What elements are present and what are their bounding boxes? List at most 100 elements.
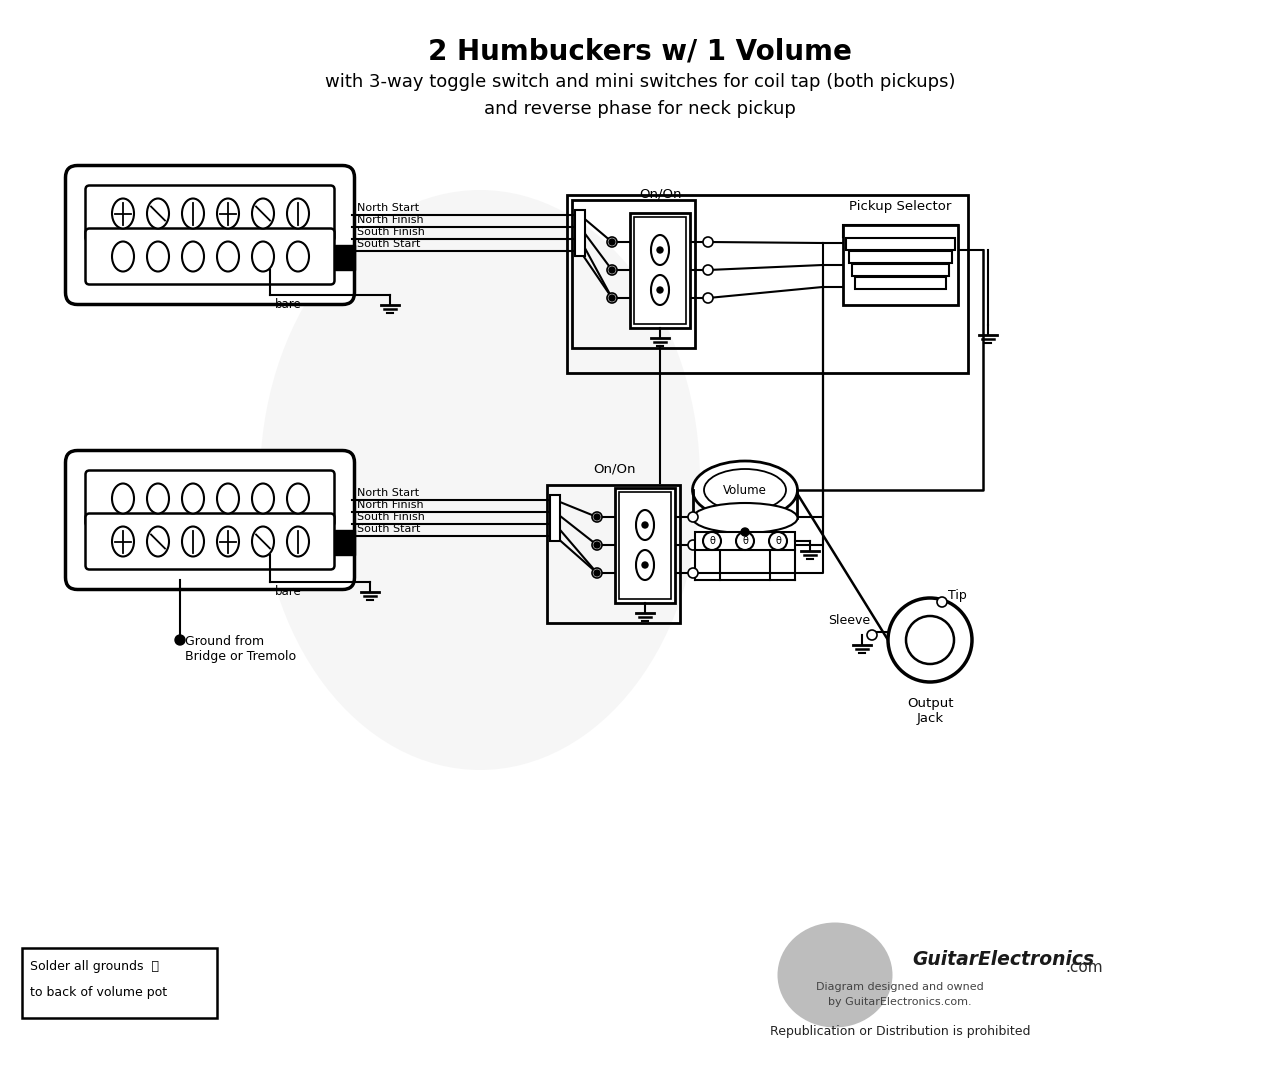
Bar [620, 492, 671, 599]
Circle shape [607, 237, 617, 247]
Text: bare: bare [275, 298, 302, 311]
Text: .com: .com [1065, 960, 1102, 975]
Bar [334, 530, 355, 554]
Circle shape [594, 542, 600, 548]
Bar [22, 948, 218, 1018]
Bar [842, 225, 957, 305]
Circle shape [867, 630, 877, 640]
Bar [849, 251, 951, 263]
Bar [575, 210, 585, 256]
Text: Sleeve: Sleeve [828, 613, 870, 626]
Circle shape [609, 268, 614, 273]
Bar [572, 200, 695, 348]
Ellipse shape [218, 483, 239, 513]
Ellipse shape [182, 198, 204, 229]
Ellipse shape [218, 526, 239, 557]
Circle shape [607, 293, 617, 303]
Ellipse shape [113, 198, 134, 229]
Ellipse shape [113, 483, 134, 513]
Circle shape [689, 540, 698, 550]
Ellipse shape [182, 526, 204, 557]
Text: Output
Jack: Output Jack [906, 697, 954, 725]
Text: On/On: On/On [594, 462, 636, 475]
Bar [547, 485, 680, 623]
Text: by GuitarElectronics.com.: by GuitarElectronics.com. [828, 997, 972, 1007]
Bar [334, 245, 355, 270]
Bar [567, 195, 968, 373]
Text: Volume: Volume [723, 483, 767, 496]
Ellipse shape [252, 483, 274, 513]
Ellipse shape [287, 198, 308, 229]
Circle shape [594, 514, 600, 520]
Ellipse shape [252, 198, 274, 229]
Circle shape [703, 237, 713, 247]
Circle shape [591, 540, 602, 550]
Circle shape [591, 512, 602, 522]
Ellipse shape [218, 198, 239, 229]
Bar [634, 217, 686, 324]
Circle shape [703, 265, 713, 275]
Circle shape [609, 295, 614, 301]
Circle shape [703, 532, 721, 550]
Text: θ: θ [776, 536, 781, 546]
Bar [846, 238, 955, 250]
Bar [630, 212, 690, 327]
Ellipse shape [218, 242, 239, 272]
Circle shape [689, 567, 698, 578]
Text: bare: bare [275, 585, 302, 598]
Ellipse shape [113, 242, 134, 272]
Text: Pickup Selector: Pickup Selector [849, 200, 951, 213]
Ellipse shape [252, 526, 274, 557]
FancyBboxPatch shape [86, 513, 334, 570]
Circle shape [689, 512, 698, 522]
Ellipse shape [287, 242, 308, 272]
Bar [614, 487, 675, 602]
Bar [695, 532, 795, 550]
FancyBboxPatch shape [86, 470, 334, 526]
Circle shape [703, 293, 713, 303]
Ellipse shape [182, 242, 204, 272]
Bar [851, 264, 948, 276]
Circle shape [643, 522, 648, 529]
Circle shape [609, 239, 614, 245]
Circle shape [937, 597, 947, 606]
Ellipse shape [652, 275, 669, 305]
Ellipse shape [777, 923, 892, 1028]
Text: θ: θ [709, 536, 716, 546]
Circle shape [594, 570, 600, 576]
Text: South Finish: South Finish [357, 512, 425, 522]
Circle shape [769, 532, 787, 550]
Text: South Finish: South Finish [357, 227, 425, 237]
Bar [842, 225, 957, 237]
Ellipse shape [113, 526, 134, 557]
Text: North Finish: North Finish [357, 216, 424, 225]
Text: North Start: North Start [357, 488, 419, 498]
Ellipse shape [147, 242, 169, 272]
Circle shape [741, 529, 749, 536]
Text: Diagram designed and owned: Diagram designed and owned [817, 982, 984, 992]
Bar [855, 277, 946, 289]
Circle shape [888, 598, 972, 682]
Ellipse shape [260, 190, 700, 770]
FancyBboxPatch shape [86, 229, 334, 285]
Ellipse shape [287, 526, 308, 557]
Circle shape [906, 616, 954, 664]
Text: On/On: On/On [639, 187, 681, 200]
Circle shape [607, 265, 617, 275]
Text: South Start: South Start [357, 239, 420, 249]
Ellipse shape [147, 198, 169, 229]
Circle shape [643, 562, 648, 567]
Ellipse shape [692, 461, 797, 519]
Text: Solder all grounds  ⏚: Solder all grounds ⏚ [29, 960, 159, 973]
Text: to back of volume pot: to back of volume pot [29, 986, 168, 999]
Ellipse shape [287, 483, 308, 513]
Circle shape [175, 635, 186, 645]
Text: Republication or Distribution is prohibited: Republication or Distribution is prohibi… [769, 1025, 1030, 1038]
Text: with 3-way toggle switch and mini switches for coil tap (both pickups): with 3-way toggle switch and mini switch… [325, 73, 955, 91]
FancyBboxPatch shape [65, 451, 355, 589]
Text: θ: θ [742, 536, 748, 546]
Text: South Start: South Start [357, 524, 420, 534]
Bar [550, 495, 561, 542]
FancyBboxPatch shape [65, 166, 355, 304]
Circle shape [591, 567, 602, 578]
